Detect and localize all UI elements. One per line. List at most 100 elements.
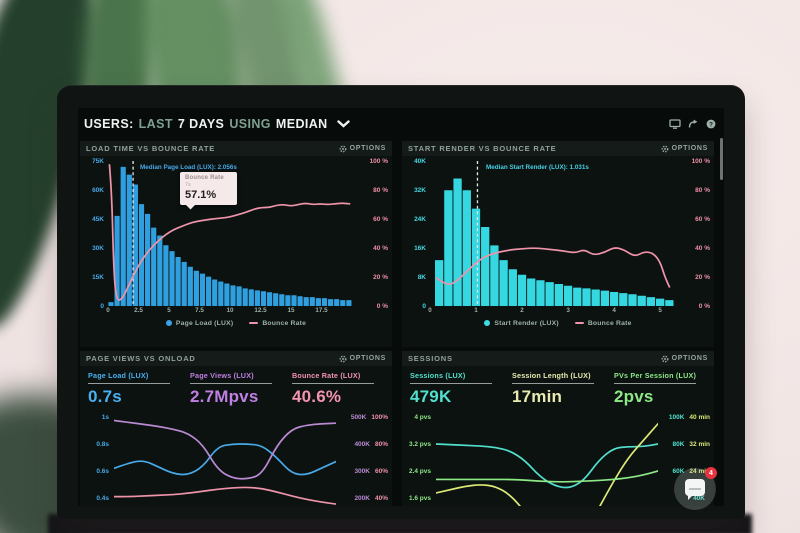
metric-block: Page Views (LUX) 2.7Mpvs [190,371,282,407]
gear-icon [661,145,669,152]
panel-header: LOAD TIME VS BOUNCE RATE OPTIONS [80,141,392,156]
users-label: USERS: [84,116,134,131]
metric-underline [190,383,272,384]
chevron-down-icon[interactable] [336,119,350,128]
dashboard-screen: USERS: LAST 7 DAYS USING MEDIAN [78,108,724,506]
panel-title: LOAD TIME VS BOUNCE RATE [86,144,216,153]
page-views-plot[interactable] [114,411,336,506]
chat-bubble-icon [685,479,705,500]
metric-value: 2.7Mpvs [190,387,259,406]
chart-area: 75K 60K 45K 30K 15K 0 Median Page Load (LUX):… [80,156,392,310]
window-icons: ? [669,118,716,129]
metric-block: Bounce Rate (LUX) 40.6% [292,371,384,407]
metric-underline [88,383,170,384]
chart-area: 4 pvs 3.2 pvs 2.4 pvs 1.6 pvs 100K 40 min 80K… [402,409,714,506]
tooltip-x-value: 7s [185,182,191,188]
y-axis-left: 4 pvs 3.2 pvs 2.4 pvs 1.6 pvs [408,413,431,502]
x-axis: 0 1 2 3 4 5 [428,306,674,316]
legend-item: Bounce Rate [574,320,632,327]
metric-underline [512,383,594,384]
x-axis-tick: 0 [428,307,432,314]
options-button[interactable]: OPTIONS [661,355,708,363]
chart-area: 1s 0.8s 0.6s 0.4s 500K 100% 400K 80% 300K 60% 200… [80,409,392,506]
x-axis-tick: 5 [658,307,662,314]
y-axis-left: 75K 60K 45K 30K 15K 0 [92,157,104,310]
options-label: OPTIONS [349,355,386,362]
top-bar: USERS: LAST 7 DAYS USING MEDIAN [78,108,724,139]
x-axis-tick: 17.5 [315,307,328,314]
metric-value: 40.6% [292,387,342,406]
x-axis-tick: 2 [520,307,524,314]
x-axis-tick: 1 [474,307,478,314]
panel-title: PAGE VIEWS VS ONLOAD [86,354,196,363]
start-render-plot[interactable]: Median Start Render (LUX): 1.031s [430,159,674,306]
metric-label: Sessions (LUX) [410,371,466,380]
metric-value: 0.7s [88,387,122,406]
scrollbar[interactable] [720,138,723,180]
metric-label: Page Load (LUX) [88,371,149,380]
tooltip-series: Bounce Rate [185,175,224,181]
options-button[interactable]: OPTIONS [339,145,386,153]
y-axis-right: 100 % 80 % 60 % 40 % 20 % 0 % [691,157,710,310]
legend-line-swatch [574,321,584,325]
display-icon[interactable] [669,118,681,129]
start-render-chart [435,161,674,306]
x-axis-tick: 15 [287,307,295,314]
options-label: OPTIONS [349,145,386,152]
panel-title: START RENDER VS BOUNCE RATE [408,144,557,153]
options-label: OPTIONS [671,145,708,152]
panel-header: SESSIONS OPTIONS [402,351,714,366]
legend-dot-swatch [165,320,172,326]
metric-value: 17min [512,387,563,406]
legend-line-swatch [249,321,259,325]
range-word: LAST [138,116,173,131]
laptop: USERS: LAST 7 DAYS USING MEDIAN [57,85,745,519]
x-axis-tick: 12.5 [254,307,267,314]
options-button[interactable]: OPTIONS [339,355,386,363]
legend: Page Load (LUX) Bounce Rate [80,316,392,330]
metrics-row: Sessions (LUX) 479K Session Length (LUX) 17… [402,366,714,409]
options-button[interactable]: OPTIONS [661,145,708,153]
metric-label: Bounce Rate (LUX) [292,371,361,380]
metric-underline [614,383,696,384]
page-title: USERS: LAST 7 DAYS USING MEDIAN [84,117,350,131]
page-views-chart [114,419,336,505]
legend-label: Start Render (LUX) [494,319,559,327]
x-axis-tick: 0 [106,307,110,314]
panel-title: SESSIONS [408,354,453,363]
panel-load-time: LOAD TIME VS BOUNCE RATE OPTIONS 75K 60K 4… [80,141,392,347]
chat-button[interactable]: 4 [674,467,717,510]
metric-value: 2pvs [614,387,654,406]
load-time-plot[interactable]: Median Page Load (LUX): 2.056s Bounce Ra… [108,159,352,306]
gear-icon [339,145,347,152]
panel-header: START RENDER VS BOUNCE RATE OPTIONS [402,141,714,156]
notification-badge: 4 [705,467,717,479]
metrics-row: Page Load (LUX) 0.7s Page Views (LUX) 2.7Mp… [80,366,392,409]
metric-block: Page Load (LUX) 0.7s [88,371,180,407]
legend-label: Page Load (LUX) [175,319,234,327]
y-axis-right: 500K 100% 400K 80% 300K 60% 200K 40% [350,413,388,502]
metric-block: PVs Per Session (LUX) 2pvs [614,371,706,407]
metric-underline [292,383,374,384]
median-annotation: Median Page Load (LUX): 2.056s [140,164,237,171]
x-axis-tick: 7.5 [195,307,204,314]
metric-underline [410,383,492,384]
y-axis-right: 100 % 80 % 60 % 40 % 20 % 0 % [369,157,388,310]
metric-block: Session Length (LUX) 17min [512,371,604,407]
x-axis-tick: 2.5 [134,307,143,314]
panel-sessions: SESSIONS OPTIONS Sessions (LUX) 479K Sessi… [402,351,714,506]
panel-start-render: START RENDER VS BOUNCE RATE OPTIONS 40K 3… [402,141,714,347]
sessions-plot[interactable] [436,411,658,506]
using-word: USING [229,116,271,131]
metric-value: 479K [410,387,452,406]
range-value[interactable]: 7 DAYS [177,116,225,131]
share-icon[interactable] [688,119,699,129]
median-annotation: Median Start Render (LUX): 1.031s [486,164,589,171]
help-icon[interactable]: ? [706,119,716,129]
aggregation-value[interactable]: MEDIAN [275,116,328,131]
metric-label: Session Length (LUX) [512,371,591,380]
legend-label: Bounce Rate [262,319,307,327]
x-axis: 0 2.5 5 7.5 10 12.5 15 17.5 [106,306,352,316]
metric-label: PVs Per Session (LUX) [614,371,697,380]
